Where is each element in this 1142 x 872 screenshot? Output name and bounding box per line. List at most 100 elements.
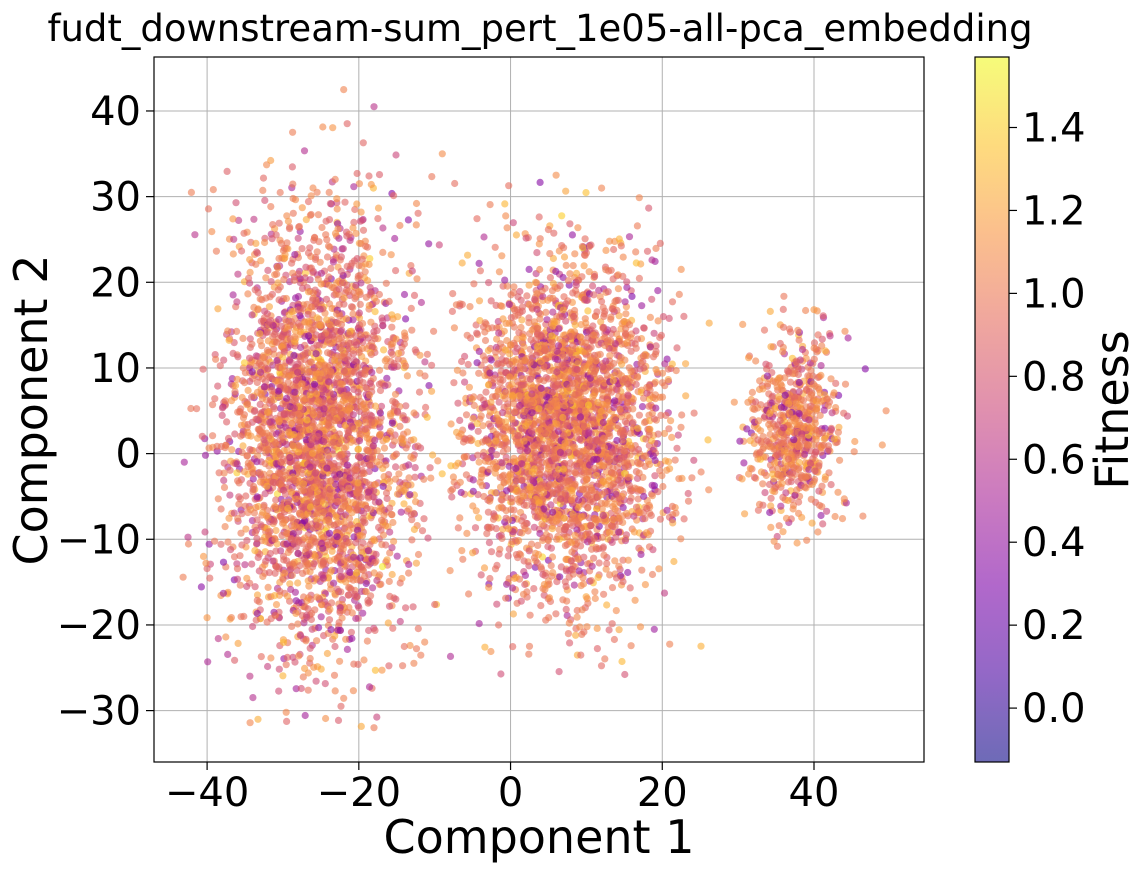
data-point [635, 274, 644, 282]
data-point [264, 365, 272, 373]
data-point [252, 239, 260, 247]
data-point [222, 441, 230, 449]
data-point [260, 503, 268, 511]
data-point [469, 487, 477, 495]
data-point [520, 343, 528, 351]
data-point [349, 224, 357, 232]
data-point [566, 220, 574, 228]
data-point [480, 233, 488, 241]
data-point [395, 484, 404, 492]
data-point [361, 370, 369, 378]
data-point [300, 147, 309, 155]
data-point [264, 328, 272, 336]
data-point [265, 432, 273, 440]
data-point [276, 188, 284, 197]
data-point [289, 476, 298, 484]
data-point [289, 515, 297, 523]
data-point [346, 490, 354, 498]
data-point [247, 432, 255, 440]
data-point [202, 559, 210, 567]
data-point [356, 288, 364, 296]
data-point [294, 549, 302, 558]
data-point [326, 477, 334, 486]
data-point [347, 395, 355, 403]
data-point [414, 209, 422, 217]
data-point [612, 607, 620, 615]
data-point [248, 560, 256, 568]
data-point [342, 635, 350, 643]
data-point [356, 531, 364, 539]
data-point [354, 272, 362, 280]
data-point [201, 451, 210, 459]
data-point [291, 333, 299, 341]
data-point [255, 425, 263, 433]
data-point [289, 128, 297, 136]
data-point [275, 296, 283, 304]
data-point [368, 461, 376, 469]
data-point [493, 561, 501, 570]
data-point [240, 612, 248, 621]
data-point [191, 231, 199, 239]
data-point [404, 216, 412, 224]
data-point [310, 560, 318, 568]
data-point [234, 639, 242, 648]
data-point [394, 349, 403, 357]
data-point [199, 552, 208, 561]
data-point [346, 568, 354, 577]
data-point [234, 353, 242, 361]
data-point [295, 222, 303, 231]
data-point [428, 361, 436, 369]
data-point [356, 331, 365, 339]
data-point [287, 318, 296, 326]
data-point [449, 290, 457, 298]
data-point [428, 387, 436, 395]
data-point [244, 400, 252, 408]
data-point [297, 343, 305, 352]
data-point [552, 267, 560, 275]
data-point [304, 542, 312, 551]
data-point [267, 156, 275, 165]
data-point [262, 512, 271, 520]
data-point [414, 625, 422, 633]
data-point [410, 291, 419, 299]
data-point [640, 492, 648, 500]
data-point [303, 416, 311, 424]
data-point [333, 195, 341, 203]
data-point [660, 589, 669, 597]
data-point [300, 486, 308, 494]
data-point [333, 205, 341, 213]
data-point [626, 584, 634, 592]
data-point [410, 525, 418, 534]
data-point [199, 365, 207, 373]
data-point [324, 516, 333, 524]
data-point [302, 263, 310, 271]
data-point [418, 527, 427, 535]
data-point [582, 189, 590, 197]
data-point [604, 288, 612, 296]
data-point [385, 602, 394, 610]
data-point [256, 468, 264, 477]
data-point [364, 488, 373, 496]
data-point [283, 212, 291, 220]
data-point [220, 356, 228, 364]
data-point [388, 311, 396, 319]
data-point [287, 585, 295, 594]
data-point [587, 241, 595, 249]
data-point [527, 540, 536, 548]
data-point [598, 297, 606, 306]
data-point [263, 482, 271, 490]
data-point [366, 379, 374, 387]
data-point [358, 466, 366, 475]
data-point [474, 427, 482, 435]
data-point [409, 603, 417, 611]
data-point [223, 167, 231, 175]
data-point [338, 478, 347, 486]
data-point [705, 486, 713, 494]
data-point [425, 382, 433, 390]
data-point [624, 556, 632, 564]
data-point [315, 624, 323, 632]
data-point [405, 474, 413, 482]
data-point [495, 398, 503, 406]
data-point [295, 417, 303, 425]
data-point [294, 620, 302, 628]
